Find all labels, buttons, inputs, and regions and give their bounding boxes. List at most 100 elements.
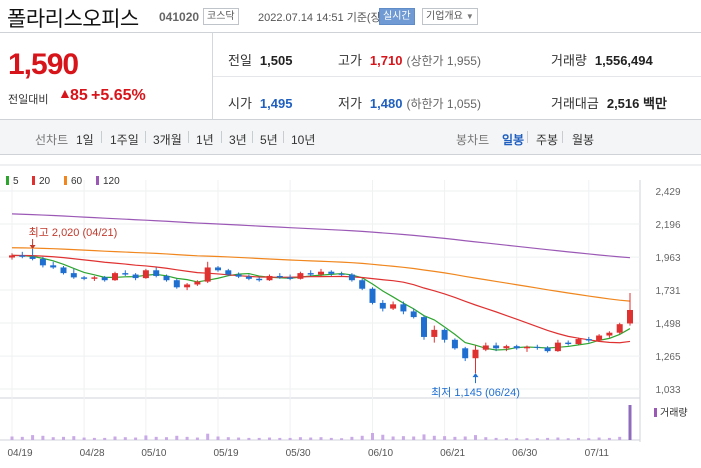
stock-code: 041020 — [159, 10, 200, 24]
legend-label: 120 — [103, 176, 120, 187]
volume-bar — [556, 437, 560, 440]
candle-body — [451, 339, 458, 349]
volume-bar — [535, 438, 539, 440]
period-3m[interactable]: 3개월 — [153, 133, 182, 147]
candle-body — [142, 270, 149, 279]
volume-bar — [195, 437, 199, 440]
period-1d[interactable]: 1일 — [76, 133, 94, 147]
period-1y[interactable]: 1년 — [196, 133, 214, 147]
volume-bar — [401, 436, 405, 440]
volume-bar — [62, 436, 65, 440]
up-triangle-icon: ▲ — [58, 85, 72, 101]
volume-bar — [72, 436, 76, 440]
candlestick-chart: 2,429 2,196 1,963 1,731 1,498 1,265 1,033 04/19… — [0, 164, 701, 459]
volume-value: 1,556,494 — [594, 53, 653, 68]
realtime-button[interactable]: 실시간 — [379, 8, 415, 25]
stock-name: 폴라리스오피스 — [7, 8, 139, 31]
volume-bar — [463, 436, 467, 440]
candle-body — [287, 277, 294, 279]
high-label: 고가 — [338, 53, 362, 68]
x-tick-label: 06/10 — [368, 448, 393, 459]
legend-swatch — [6, 176, 9, 185]
chevron-down-icon: ▼ — [465, 12, 474, 21]
candle-body — [101, 277, 108, 281]
high-value: 1,710 — [369, 53, 403, 68]
volume-bar — [268, 437, 271, 440]
price-summary: 1,590 전일대비 ▲ 85 +5.65% 전일 1,505 고가 1,710 (상… — [0, 33, 701, 120]
candle-body — [50, 265, 57, 268]
legend-ma60: 60 — [64, 176, 82, 187]
candle-body — [204, 267, 211, 282]
divider — [213, 76, 701, 77]
candle-body — [421, 317, 427, 337]
candle-body — [153, 270, 160, 276]
period-toolbar: 선차트 1일 1주일 3개월 1년 3년 5년 10년 봉차트 일봉 주봉 월봉 — [0, 120, 701, 155]
low-value: 1,480 — [369, 96, 403, 111]
candle-body — [173, 280, 180, 288]
divider — [212, 33, 213, 119]
volume-bar — [566, 438, 570, 440]
x-tick-label: 06/21 — [440, 448, 465, 459]
volume-bar — [206, 433, 210, 440]
period-5y[interactable]: 5년 — [260, 133, 278, 147]
candle-body — [596, 335, 603, 341]
y-tick-label: 1,265 — [655, 352, 680, 363]
amount-cell: 거래대금 2,516 백만 — [551, 93, 667, 112]
candle-body — [544, 347, 551, 352]
candle-body — [400, 304, 407, 312]
volume-bar — [360, 435, 364, 440]
period-1w[interactable]: 1주일 — [110, 133, 139, 147]
candle-body — [256, 278, 263, 281]
candle-body — [348, 274, 355, 281]
candle-body — [235, 274, 242, 277]
volume-bar — [92, 437, 96, 440]
candle-chart-label: 봉차트 — [456, 133, 490, 147]
y-tick-label: 2,429 — [655, 187, 680, 198]
volume-bar — [278, 437, 282, 440]
candle-body — [276, 275, 283, 278]
upper-limit: (상한가 1,955) — [406, 54, 481, 68]
volume-bar — [607, 437, 611, 440]
candle-body — [431, 329, 438, 337]
candle-body — [565, 342, 572, 345]
candle-body — [472, 349, 479, 359]
candle-body — [462, 348, 469, 359]
volume-bar — [504, 438, 508, 440]
volume-bar — [20, 436, 24, 440]
volume-bar — [237, 437, 241, 440]
candle-weekly[interactable]: 주봉 — [536, 133, 559, 147]
volume-bar — [103, 437, 107, 440]
volume-legend-label: 거래량 — [660, 407, 688, 419]
volume-bar — [51, 437, 55, 440]
volume-bar — [185, 436, 189, 440]
volume-bar — [587, 438, 591, 440]
candle-daily[interactable]: 일봉 — [502, 133, 525, 147]
line-chart-label: 선차트 — [35, 133, 69, 147]
y-tick-label: 1,498 — [655, 319, 680, 330]
volume-bar — [41, 435, 45, 440]
volume-bar — [113, 436, 117, 440]
legend-swatch — [32, 176, 35, 185]
candle-body — [163, 275, 170, 281]
volume-bar — [371, 433, 374, 440]
candle-body — [307, 273, 314, 275]
x-tick-label: 05/19 — [213, 448, 238, 459]
volume-bar — [525, 438, 529, 440]
divider — [562, 131, 563, 143]
period-10y[interactable]: 10년 — [291, 133, 316, 147]
candle-monthly[interactable]: 월봉 — [572, 133, 595, 147]
volume-bar — [494, 437, 498, 440]
period-3y[interactable]: 3년 — [229, 133, 247, 147]
change-percent: +5.65% — [91, 87, 146, 104]
open-label: 시가 — [228, 96, 252, 111]
legend-label: 60 — [71, 176, 83, 187]
candle-body — [503, 346, 510, 349]
candle-body — [359, 280, 366, 289]
volume-bar — [123, 437, 127, 440]
company-info-dropdown[interactable]: 기업개요 ▼ — [422, 8, 478, 25]
legend-ma120: 120 — [96, 176, 120, 187]
volume-bar — [319, 437, 323, 440]
volume-bar — [474, 435, 477, 440]
candle-body — [81, 277, 88, 279]
candle-body — [266, 275, 273, 281]
